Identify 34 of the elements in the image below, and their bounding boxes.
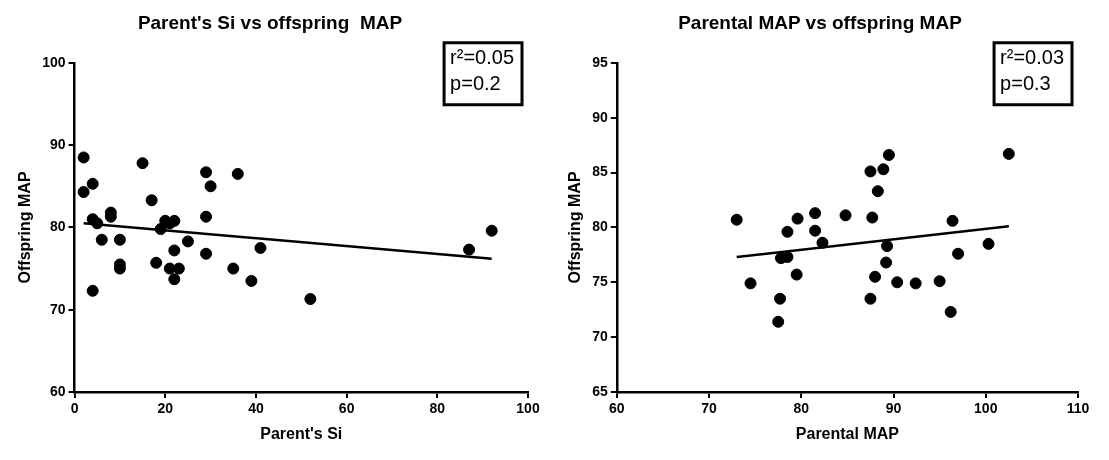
chart-title: Parent's Si vs offspring MAP [137,11,403,33]
annotation: r²=0.03 [1000,46,1065,69]
y-tick-label: 90 [592,108,608,125]
y-axis-title: Offspring MAP [566,171,584,284]
x-tick-label: 110 [1066,400,1090,417]
y-axis-title: Offspring MAP [16,171,34,284]
y-tick-label: 70 [592,327,608,344]
chart-title: Parental MAP vs offspring MAP [678,11,963,33]
x-tick-label: 60 [338,400,355,417]
y-tick-label: 60 [49,382,66,399]
y-tick-label: 70 [49,300,66,317]
x-tick-label: 100 [516,400,540,417]
y-tick-label: 90 [49,135,66,152]
y-tick-label: 100 [42,53,66,70]
x-tick-label: 100 [974,400,998,417]
annotation: p=0.2 [450,72,501,95]
x-tick-label: 20 [157,400,174,417]
y-tick-label: 65 [592,382,608,399]
x-tick-label: 80 [429,400,446,417]
x-tick-label: 70 [701,400,718,417]
x-axis-title: Parent's Si [260,424,343,442]
x-tick-label: 40 [248,400,264,417]
x-tick-label: 90 [885,400,902,417]
x-tick-label: 80 [793,400,810,417]
annotation: p=0.3 [1000,72,1051,95]
x-tick-label: 0 [70,400,79,417]
x-tick-label: 60 [608,400,625,417]
y-tick-label: 95 [592,53,608,70]
y-tick-label: 80 [592,218,608,235]
y-tick-label: 80 [49,218,66,235]
annotation: r²=0.05 [450,46,515,69]
x-axis-title: Parental MAP [795,424,900,442]
y-tick-label: 85 [592,163,608,180]
y-tick-label: 75 [592,273,608,290]
